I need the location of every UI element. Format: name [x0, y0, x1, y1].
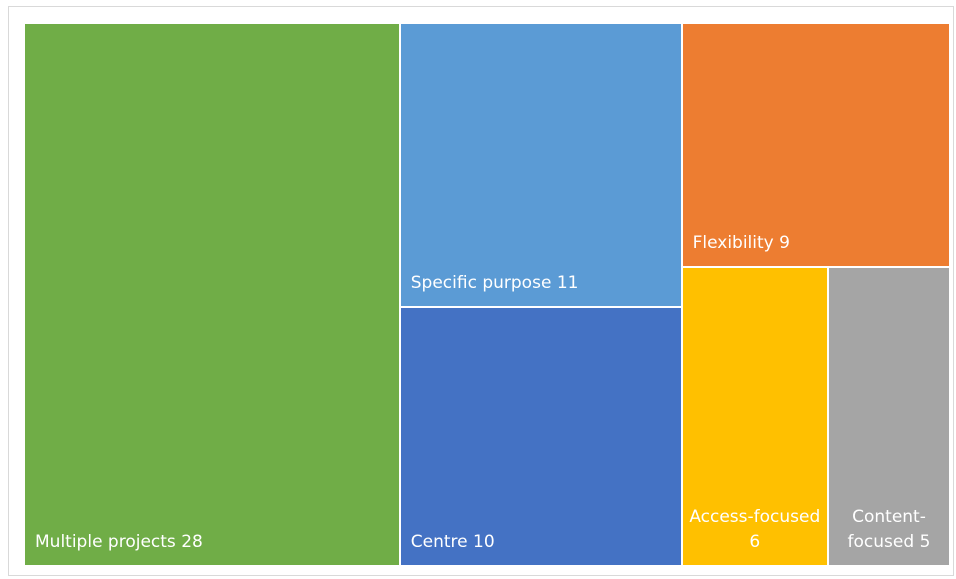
- value-label: 28: [181, 532, 203, 552]
- category-label: Multiple projects: [35, 532, 176, 552]
- tile-label: Centre 10: [411, 530, 675, 555]
- tile: Centre 10: [400, 308, 681, 565]
- value-label: 9: [779, 233, 790, 254]
- tile-label: Access-focused 6: [687, 505, 823, 555]
- category-label: Access-focused: [689, 506, 821, 527]
- tile: Flexibility 9: [682, 24, 949, 267]
- tile: Content-focused 5: [828, 268, 949, 565]
- tile-label: Multiple projects 28: [35, 530, 393, 555]
- category-label: Specific purpose: [410, 273, 552, 294]
- tile: Multiple projects 28: [25, 24, 399, 565]
- category-label: Flexibility: [692, 233, 774, 254]
- value-label: 5: [919, 531, 931, 552]
- tile-label: Specific purpose 11: [411, 271, 675, 296]
- chart-frame: [8, 6, 954, 576]
- value-label: 11: [556, 273, 579, 294]
- value-label: 10: [473, 531, 495, 552]
- tile: Specific purpose 11: [400, 24, 681, 307]
- tile-label: Content-focused 5: [833, 505, 945, 555]
- category-label: Content-focused: [847, 506, 926, 552]
- tile: Access-focused 6: [682, 268, 827, 565]
- category-label: Centre: [410, 531, 468, 552]
- tile-label: Flexibility 9: [693, 231, 943, 256]
- value-label: 6: [749, 531, 761, 552]
